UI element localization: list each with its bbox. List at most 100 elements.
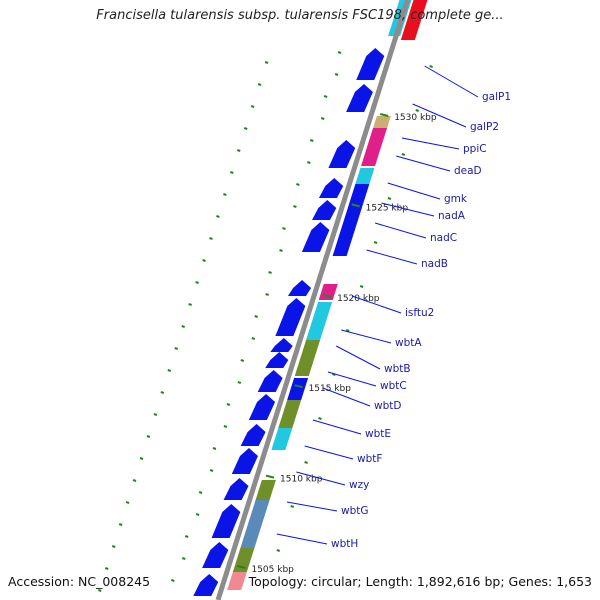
gc-dot bbox=[309, 139, 314, 142]
gene-label-ppiC: ppiC bbox=[463, 143, 487, 155]
kbp-tick-label: 1510 kbp bbox=[280, 475, 323, 485]
gc-dot bbox=[111, 545, 116, 548]
gene-label-gmk: gmk bbox=[444, 193, 468, 205]
gene-label-wbtC: wbtC bbox=[380, 380, 407, 392]
gc-dot bbox=[306, 161, 311, 164]
gene-label-galP1: galP1 bbox=[482, 91, 511, 103]
gc-dot bbox=[209, 237, 213, 240]
kbp-tick-mark bbox=[351, 203, 360, 208]
gc-dot bbox=[296, 183, 300, 186]
gene-feature bbox=[271, 428, 293, 450]
gene-label-wbtD: wbtD bbox=[374, 400, 401, 412]
gene-leader-line bbox=[381, 202, 435, 217]
cds-feature bbox=[346, 84, 373, 112]
gc-dot bbox=[216, 215, 220, 218]
gene-leader-line bbox=[401, 137, 460, 150]
gc-dot bbox=[268, 271, 272, 274]
gc-dot bbox=[304, 461, 308, 464]
gc-dot bbox=[198, 491, 203, 494]
gc-dot bbox=[243, 127, 248, 130]
gene-label-wbtF: wbtF bbox=[357, 453, 382, 465]
gc-dot bbox=[429, 65, 433, 68]
kbp-tick-mark bbox=[379, 113, 389, 117]
gene-feature bbox=[400, 0, 428, 40]
kbp-tick-label: 1530 kbp bbox=[394, 113, 437, 123]
cds-feature bbox=[202, 542, 229, 568]
gene-leader-line bbox=[304, 445, 354, 460]
gene-label-wbtB: wbtB bbox=[384, 363, 411, 375]
gc-dot bbox=[212, 447, 217, 450]
gc-dot bbox=[251, 337, 256, 340]
gene-leader-line bbox=[341, 329, 392, 344]
kbp-tick-label: 1505 kbp bbox=[251, 565, 294, 575]
gc-dot bbox=[202, 259, 206, 262]
backbone-track bbox=[215, 0, 410, 600]
backbone-line bbox=[215, 0, 410, 600]
cds-feature bbox=[270, 338, 293, 352]
gc-dot bbox=[254, 315, 259, 318]
gc-dot bbox=[184, 535, 189, 538]
gene-feature bbox=[278, 400, 302, 428]
gene-label-wbtA: wbtA bbox=[395, 337, 422, 349]
gene-leader-line bbox=[366, 249, 418, 265]
gc-dot bbox=[118, 523, 123, 526]
gene-feature bbox=[255, 480, 276, 500]
gc-dot bbox=[237, 381, 242, 384]
gc-dot bbox=[359, 285, 364, 288]
gene-label-deaD: deaD bbox=[454, 165, 482, 177]
gc-dot bbox=[132, 479, 137, 482]
accession-text: Accession: NC_008245 bbox=[8, 574, 151, 589]
gene-leader-line bbox=[396, 155, 451, 172]
gene-feature bbox=[373, 116, 391, 128]
feature-track bbox=[193, 0, 428, 596]
cds-feature bbox=[318, 178, 344, 198]
gc-dot bbox=[276, 549, 281, 552]
kbp-tick-label: 1525 kbp bbox=[366, 203, 409, 213]
gc-dot bbox=[345, 329, 350, 332]
gc-dot bbox=[236, 149, 241, 152]
cds-feature bbox=[312, 200, 337, 220]
gc-dot bbox=[293, 205, 297, 208]
gene-label-isftu2: isftu2 bbox=[405, 307, 434, 319]
cds-feature bbox=[240, 424, 266, 446]
gene-label-wbtH: wbtH bbox=[331, 538, 358, 550]
gc-dot bbox=[229, 171, 234, 174]
gc-dot bbox=[160, 391, 165, 394]
cds-feature bbox=[301, 222, 330, 252]
gene-feature bbox=[318, 284, 338, 300]
gc-dot bbox=[167, 369, 172, 372]
gc-dot bbox=[226, 403, 231, 406]
gc-dot bbox=[334, 73, 339, 76]
gene-feature bbox=[355, 168, 375, 184]
gene-feature bbox=[294, 360, 314, 376]
gc-dot bbox=[401, 153, 406, 156]
gc-dot bbox=[125, 501, 130, 504]
gene-leader-line bbox=[412, 103, 467, 128]
cds-feature bbox=[328, 140, 356, 168]
kbp-ticks: 1530 kbp 1525 kbp 1520 kbp 1515 kbp 1510 kbp… bbox=[237, 113, 437, 575]
gc-dot bbox=[282, 227, 286, 230]
gene-label-galP2: galP2 bbox=[470, 121, 499, 133]
gc-dot bbox=[209, 469, 214, 472]
cds-feature bbox=[257, 370, 283, 392]
gene-label-nadA: nadA bbox=[438, 210, 466, 222]
gc-dot bbox=[188, 303, 192, 306]
gene-leader-line bbox=[276, 533, 328, 545]
cds-feature bbox=[231, 448, 258, 474]
gc-dot bbox=[104, 567, 109, 570]
gc-dot bbox=[279, 249, 283, 252]
gene-feature bbox=[227, 572, 247, 590]
gene-leader-line bbox=[312, 419, 362, 435]
gc-dot bbox=[223, 193, 227, 196]
gc-dot bbox=[332, 373, 336, 376]
cds-feature bbox=[356, 48, 385, 80]
gene-leader-line bbox=[387, 182, 441, 200]
gene-label-nadB: nadB bbox=[421, 258, 448, 270]
gene-leader-line bbox=[296, 471, 346, 486]
gc-dot bbox=[153, 413, 158, 416]
kbp-tick-label: 1520 kbp bbox=[337, 294, 380, 304]
cds-feature bbox=[193, 574, 219, 596]
gc-dot bbox=[250, 105, 255, 108]
cds-feature bbox=[275, 298, 306, 336]
